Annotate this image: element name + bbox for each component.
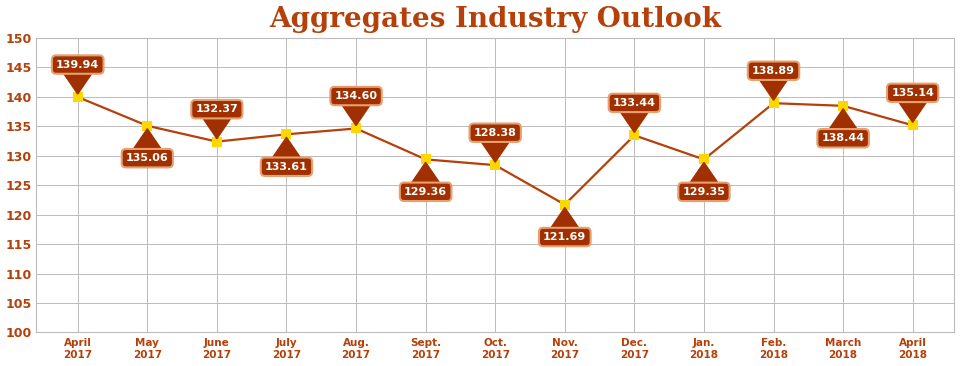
Polygon shape [828, 109, 858, 131]
Polygon shape [688, 163, 719, 185]
Polygon shape [758, 78, 789, 100]
Polygon shape [619, 110, 650, 132]
Text: 134.60: 134.60 [334, 91, 377, 101]
Text: 138.89: 138.89 [752, 66, 795, 76]
Title: Aggregates Industry Outlook: Aggregates Industry Outlook [269, 5, 721, 33]
Polygon shape [271, 137, 301, 160]
Text: 133.44: 133.44 [612, 98, 656, 108]
Text: 129.35: 129.35 [683, 187, 726, 197]
Text: 133.61: 133.61 [265, 162, 308, 172]
Polygon shape [132, 129, 162, 151]
Text: 128.38: 128.38 [474, 128, 516, 138]
Text: 139.94: 139.94 [56, 60, 99, 70]
Text: 135.14: 135.14 [891, 88, 934, 98]
Polygon shape [62, 72, 93, 94]
Text: 129.36: 129.36 [404, 187, 447, 197]
Polygon shape [480, 140, 511, 162]
Polygon shape [898, 100, 928, 122]
Text: 132.37: 132.37 [196, 104, 238, 114]
Text: 138.44: 138.44 [822, 133, 865, 143]
Polygon shape [341, 103, 372, 126]
Text: 121.69: 121.69 [543, 232, 587, 242]
Polygon shape [549, 208, 580, 230]
Polygon shape [202, 116, 232, 139]
Text: 135.06: 135.06 [126, 153, 169, 163]
Polygon shape [410, 162, 441, 185]
